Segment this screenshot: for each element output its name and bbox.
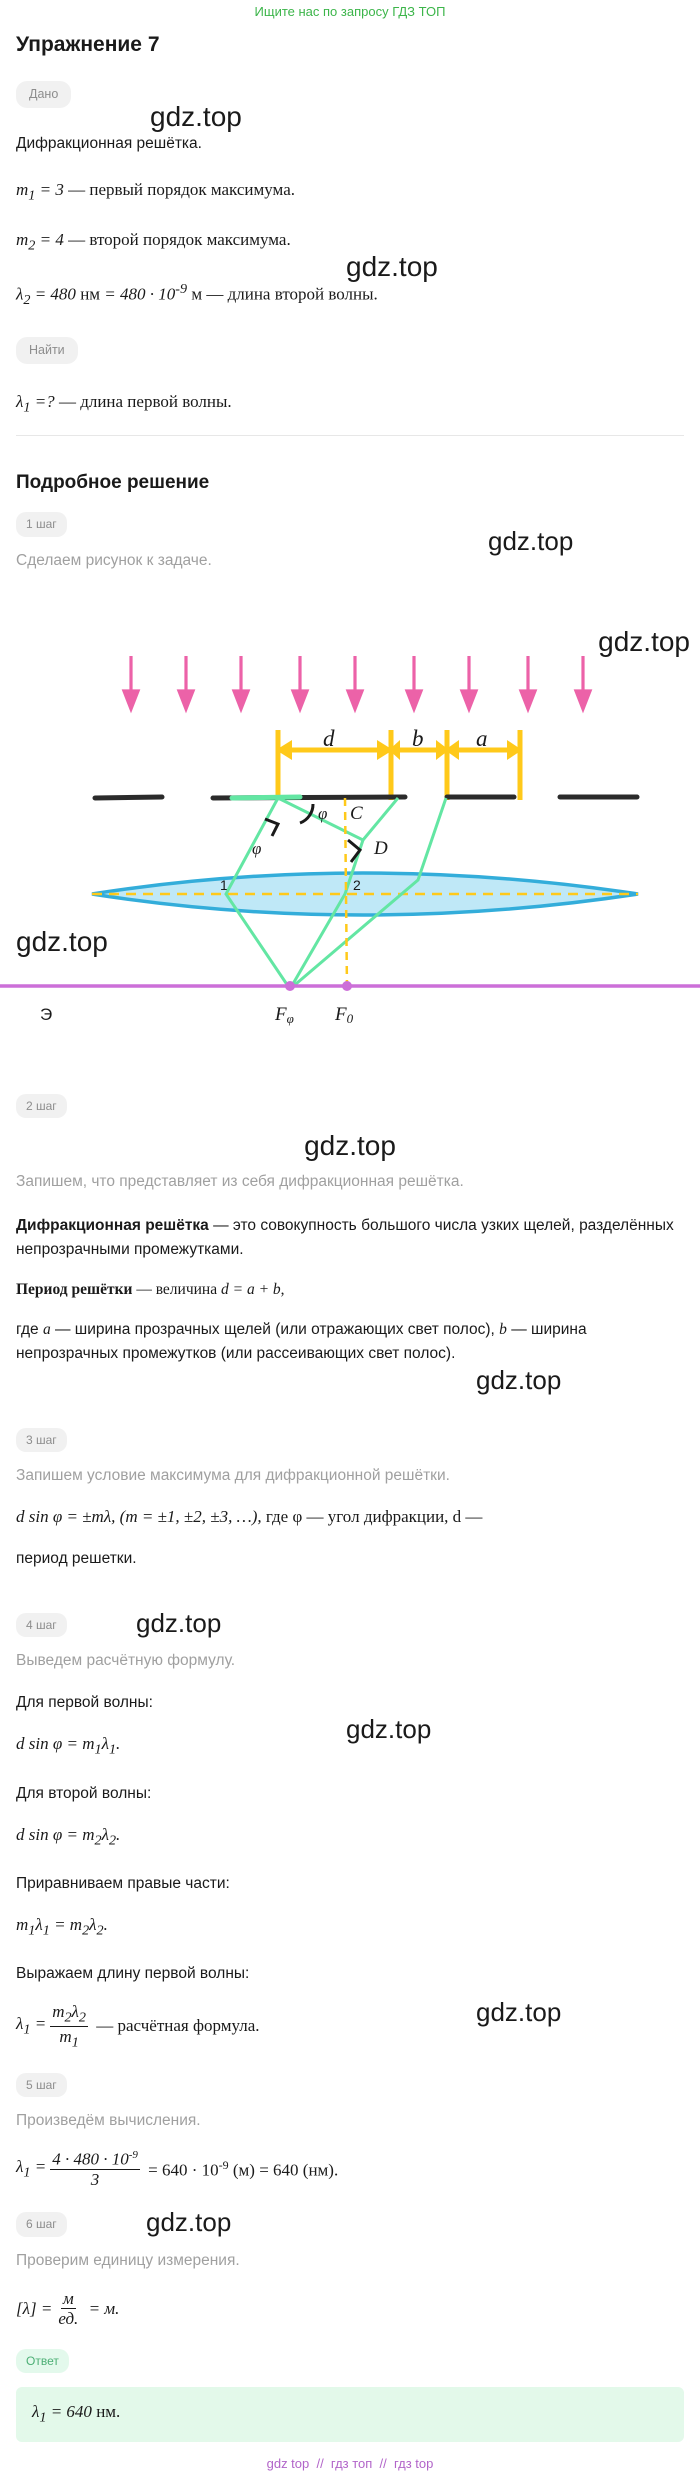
svg-text:C: C (350, 803, 363, 824)
svg-text:b: b (412, 726, 424, 751)
svg-text:F0: F0 (334, 1004, 354, 1026)
svg-text:a: a (476, 726, 488, 751)
svg-text:Э: Э (40, 1005, 52, 1024)
svg-text:Fφ: Fφ (274, 1004, 294, 1026)
svg-text:2: 2 (353, 877, 361, 893)
svg-text:d: d (323, 726, 335, 751)
svg-text:φ: φ (252, 839, 261, 858)
svg-text:φ: φ (318, 804, 327, 823)
svg-text:D: D (373, 838, 388, 859)
